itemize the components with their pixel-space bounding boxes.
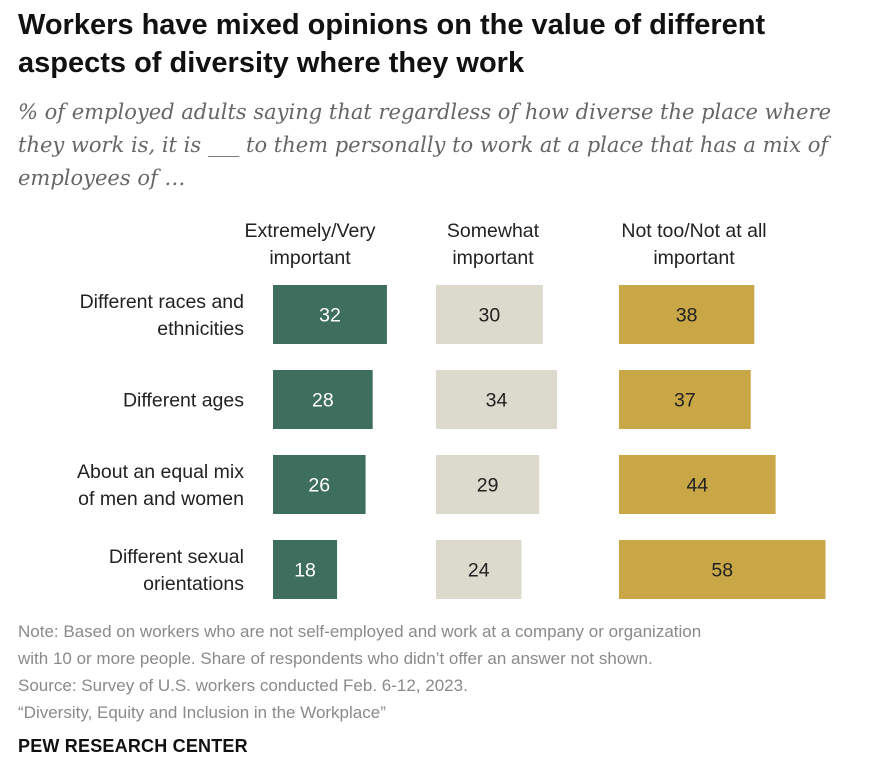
column-header-extremely-very-important: Extremely/Very important <box>244 220 375 269</box>
data-label-different-sexual-orientations-not-too-not-at-all-important: 58 <box>711 560 733 582</box>
data-label-different-races-and-ethnicities-extremely-very-important: 32 <box>319 305 341 327</box>
note-line-1: Note: Based on workers who are not self-… <box>18 622 702 641</box>
bar-different-races-and-ethnicities-somewhat-important <box>436 285 543 344</box>
bar-different-races-and-ethnicities-extremely-very-important <box>273 285 387 344</box>
chart-notes: Note: Based on workers who are not self-… <box>18 618 858 726</box>
column-header-somewhat-important: Somewhat important <box>447 220 540 269</box>
report-title: “Diversity, Equity and Inclusion in the … <box>18 703 386 722</box>
data-label-different-races-and-ethnicities-somewhat-important: 30 <box>479 305 501 327</box>
chart-title: Workers have mixed opinions on the value… <box>18 9 766 79</box>
category-label-different-ages: Different ages <box>123 390 244 412</box>
bar-different-sexual-orientations-somewhat-important <box>436 540 522 599</box>
data-label-different-ages-not-too-not-at-all-important: 37 <box>674 390 696 412</box>
bar-different-ages-not-too-not-at-all-important <box>619 370 751 429</box>
note-line-2: with 10 or more people. Share of respond… <box>18 649 653 668</box>
column-header-not-too-not-at-all-important: Not too/Not at all important <box>621 220 766 269</box>
data-label-different-ages-extremely-very-important: 28 <box>312 390 334 412</box>
pew-research-center-logo: PEW RESEARCH CENTER <box>18 736 248 756</box>
data-label-different-sexual-orientations-extremely-very-important: 18 <box>294 560 316 582</box>
category-label-different-sexual-orientations: Different sexual orientations <box>109 546 244 595</box>
data-label-about-an-equal-mix-of-men-and-women-not-too-not-at-all-important: 44 <box>686 475 708 497</box>
bar-different-races-and-ethnicities-not-too-not-at-all-important <box>619 285 755 344</box>
source-line: Source: Survey of U.S. workers conducted… <box>18 676 468 695</box>
bar-different-ages-somewhat-important <box>436 370 558 429</box>
bar-different-ages-extremely-very-important <box>273 370 373 429</box>
chart-subtitle: % of employed adults saying that regardl… <box>18 100 832 190</box>
grouped-bar-chart: Extremely/Very important Somewhat important… <box>77 220 826 599</box>
bar-different-sexual-orientations-not-too-not-at-all-important <box>619 540 826 599</box>
data-label-different-sexual-orientations-somewhat-important: 24 <box>468 560 490 582</box>
data-label-about-an-equal-mix-of-men-and-women-somewhat-important: 29 <box>477 475 499 497</box>
bar-about-an-equal-mix-of-men-and-women-extremely-very-important <box>273 455 366 514</box>
bar-about-an-equal-mix-of-men-and-women-somewhat-important <box>436 455 540 514</box>
data-label-different-races-and-ethnicities-not-too-not-at-all-important: 38 <box>676 305 698 327</box>
bar-about-an-equal-mix-of-men-and-women-not-too-not-at-all-important <box>619 455 776 514</box>
category-label-different-races-and-ethnicities: Different races and ethnicities <box>80 291 245 340</box>
data-label-about-an-equal-mix-of-men-and-women-extremely-very-important: 26 <box>308 475 330 497</box>
bar-different-sexual-orientations-extremely-very-important <box>273 540 338 599</box>
data-label-different-ages-somewhat-important: 34 <box>486 390 508 412</box>
category-label-about-an-equal-mix-of-men-and-women: About an equal mix of men and women <box>77 461 244 510</box>
